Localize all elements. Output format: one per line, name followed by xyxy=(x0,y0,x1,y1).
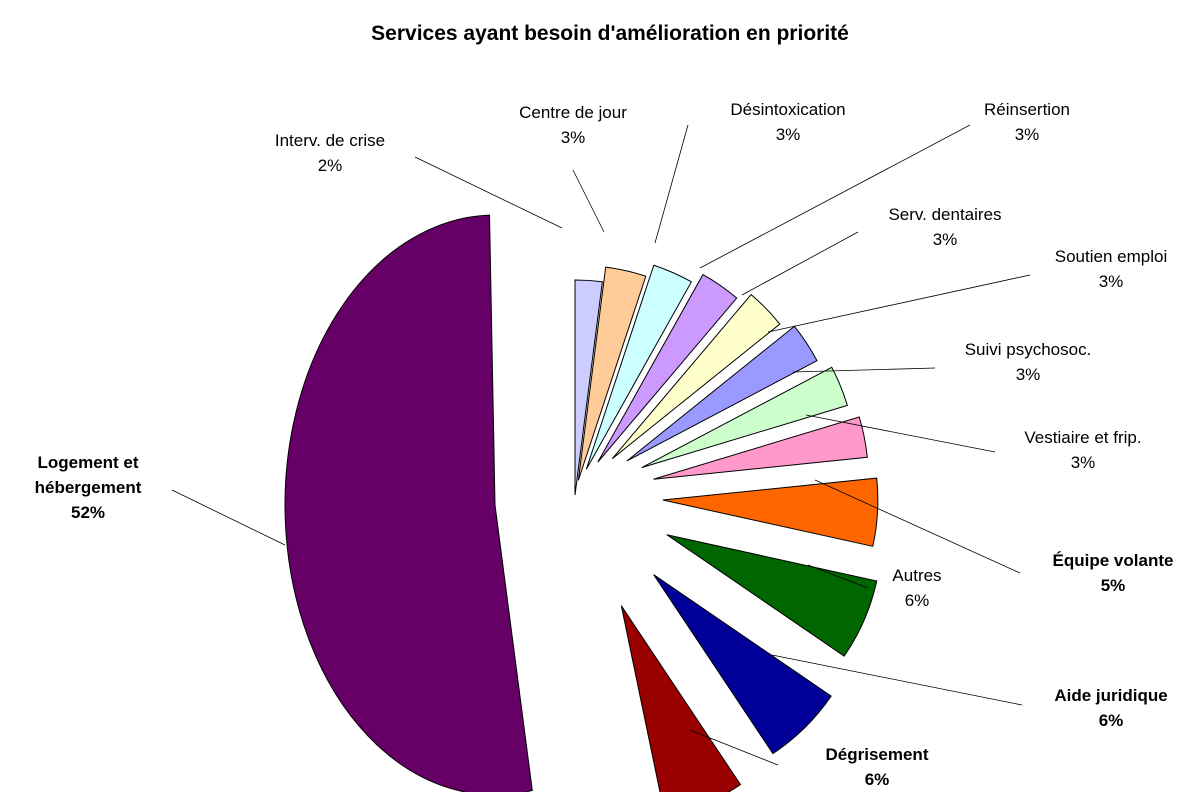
pie-slice-interv-de-crise xyxy=(574,279,603,496)
leader-line-desintoxication xyxy=(654,124,689,244)
slice-label-vestiaire-et-frip: Vestiaire et frip. 3% xyxy=(1024,428,1141,472)
pie-slice-autres xyxy=(666,534,878,657)
pie-slice-vestiaire-et-frip xyxy=(653,416,868,480)
leader-line-suivi-psychosoc xyxy=(792,367,936,373)
leader-line-equipe-volante xyxy=(814,479,1021,574)
slice-label-suivi-psychosoc: Suivi psychosoc. 3% xyxy=(965,340,1092,384)
leader-line-soutien-emploi xyxy=(767,274,1031,333)
pie-slice-logement-et-hebergement xyxy=(284,214,533,792)
pie-slice-suivi-psychosoc xyxy=(641,366,849,469)
pie-slice-centre-de-jour xyxy=(577,266,647,481)
pie-slice-desintoxication xyxy=(585,264,693,470)
slice-label-aide-juridique: Aide juridique 6% xyxy=(1054,686,1167,730)
leader-line-centre-de-jour xyxy=(572,169,605,233)
pie-slice-serv-dentaires xyxy=(611,293,781,460)
slice-label-desintoxication: Désintoxication 3% xyxy=(730,100,845,144)
leader-line-aide-juridique xyxy=(771,654,1023,706)
slice-label-autres: Autres 6% xyxy=(892,566,941,610)
slice-label-centre-de-jour: Centre de jour 3% xyxy=(519,103,627,147)
slice-labels: Logement et hébergement 52% Interv. de cris… xyxy=(35,100,1174,789)
leader-line-serv-dentaires xyxy=(741,231,859,296)
chart-title: Services ayant besoin d'amélioration en … xyxy=(371,22,849,45)
pie-slice-reinsertion xyxy=(597,273,738,463)
leader-line-logement-et-hebergement xyxy=(171,489,286,546)
slice-label-equipe-volante: Équipe volante 5% xyxy=(1053,551,1174,595)
pie-slice-aide-juridique xyxy=(653,574,832,755)
pie-slice-equipe-volante xyxy=(662,477,879,547)
slice-label-reinsertion: Réinsertion 3% xyxy=(984,100,1070,144)
slice-label-degrisement: Dégrisement 6% xyxy=(826,745,929,789)
slice-label-logement-et-hebergement: Logement et hébergement 52% xyxy=(35,453,142,522)
leader-line-autres xyxy=(807,564,869,589)
leader-lines xyxy=(171,124,1031,766)
slice-label-soutien-emploi: Soutien emploi 3% xyxy=(1055,247,1167,291)
leader-line-degrisement xyxy=(689,729,779,766)
leader-line-reinsertion xyxy=(699,124,971,269)
leader-line-interv-de-crise xyxy=(414,156,563,229)
slice-label-serv-dentaires: Serv. dentaires 3% xyxy=(888,205,1001,249)
pie-slice-degrisement xyxy=(620,605,742,792)
slice-label-interv-de-crise: Interv. de crise 2% xyxy=(275,131,385,175)
leader-line-vestiaire-et-frip xyxy=(805,414,996,453)
pie-slices xyxy=(284,214,879,792)
